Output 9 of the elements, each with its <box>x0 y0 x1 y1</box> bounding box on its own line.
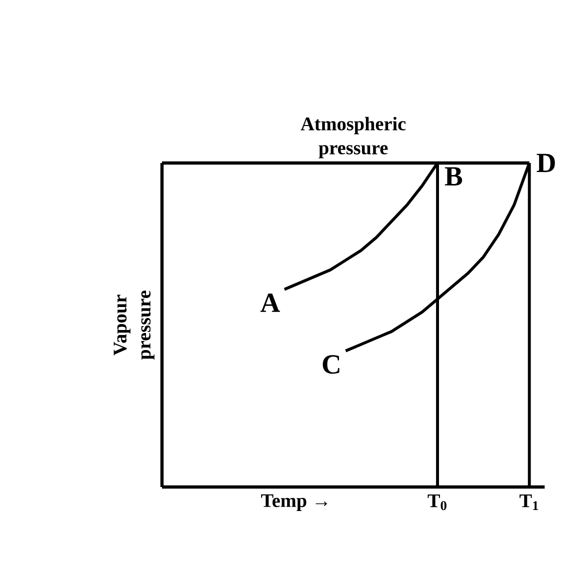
x-tick-label: T$_{1}$ <box>520 494 538 510</box>
y-axis-title: Vapour pressure <box>114 290 154 360</box>
annotation: D <box>536 154 555 172</box>
x-axis-title: Temp → <box>261 494 328 512</box>
ref-line-label: Atmospheric pressure <box>300 116 406 158</box>
series-label: C <box>322 355 340 374</box>
series-label: A <box>260 294 280 312</box>
annotation: B <box>444 167 462 186</box>
x-tick-label: T$_{0}$ <box>428 494 446 510</box>
